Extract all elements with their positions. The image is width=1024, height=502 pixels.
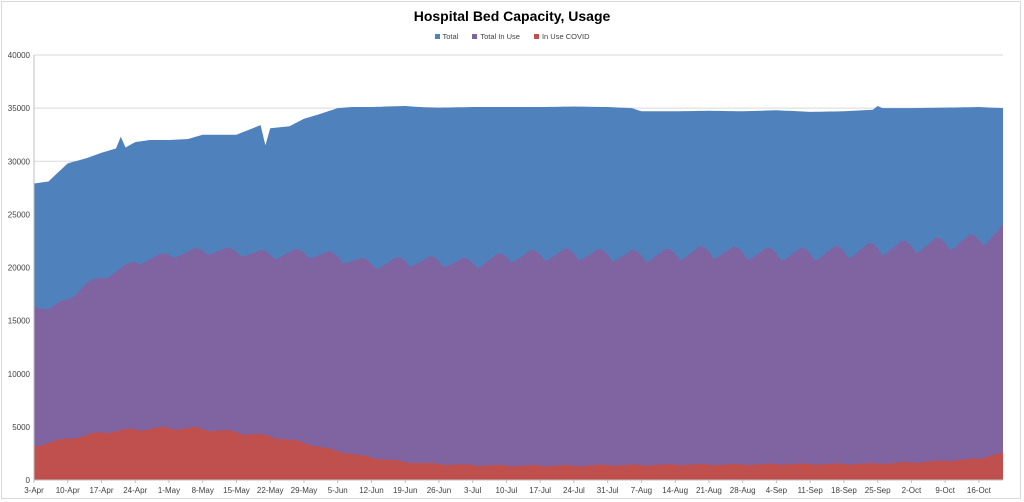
x-tick-label: 19-Jun — [393, 486, 417, 495]
x-tick-label: 5-Jun — [328, 486, 348, 495]
x-tick-label: 17-Apr — [89, 486, 113, 495]
x-tick-label: 14-Aug — [662, 486, 688, 495]
x-tick-label: 29-May — [291, 486, 318, 495]
chart-title: Hospital Bed Capacity, Usage — [413, 8, 611, 24]
legend-swatch-total-in-use — [472, 34, 478, 39]
x-tick-label: 8-May — [192, 486, 214, 495]
x-tick-label: 11-Sep — [798, 486, 824, 495]
y-tick-label: 30000 — [8, 157, 31, 166]
x-tick-label: 4-Sep — [766, 486, 788, 495]
x-tick-label: 21-Aug — [696, 486, 722, 495]
y-tick-label: 25000 — [8, 210, 31, 219]
x-tick-label: 1-May — [158, 486, 180, 495]
area-series-in-use-covid — [34, 426, 1003, 480]
x-tick-label: 22-May — [257, 486, 284, 495]
x-tick-label: 3-Apr — [24, 486, 44, 495]
legend-item-total-in-use: Total In Use — [472, 32, 520, 41]
x-tick-label: 3-Jul — [464, 486, 482, 495]
x-tick-label: 9-Oct — [935, 486, 955, 495]
y-tick-label: 10000 — [8, 370, 31, 379]
x-tick-label: 10-Jul — [496, 486, 518, 495]
legend-label-in-use-covid: In Use COVID — [541, 32, 590, 41]
x-tick-label: 24-Jul — [563, 486, 585, 495]
y-tick-label: 20000 — [8, 264, 31, 273]
legend-label-total: Total — [442, 32, 459, 41]
y-tick-label: 0 — [26, 476, 31, 485]
x-tick-label: 25-Sep — [865, 486, 891, 495]
x-tick-label: 24-Apr — [123, 486, 147, 495]
x-tick-label: 15-May — [223, 486, 250, 495]
x-tick-label: 18-Sep — [831, 486, 857, 495]
x-tick-label: 26-Jun — [427, 486, 451, 495]
x-tick-label: 2-Oct — [902, 486, 922, 495]
y-tick-label: 15000 — [8, 317, 31, 326]
legend-label-total-in-use: Total In Use — [480, 32, 520, 41]
x-tick-label: 12-Jun — [359, 486, 383, 495]
legend-item-total: Total — [434, 32, 459, 41]
chart-legend: Total Total In Use In Use COVID — [0, 32, 1024, 41]
legend-item-in-use-covid: In Use COVID — [533, 32, 590, 41]
y-tick-label: 40000 — [8, 51, 31, 60]
area-series-total-in-use — [34, 223, 1003, 480]
x-tick-label: 16-Oct — [967, 486, 992, 495]
x-tick-label: 17-Jul — [529, 486, 551, 495]
x-tick-label: 31-Jul — [597, 486, 619, 495]
legend-swatch-total — [434, 34, 440, 39]
y-tick-label: 35000 — [8, 104, 31, 113]
x-tick-label: 10-Apr — [56, 486, 80, 495]
x-tick-label: 28-Aug — [730, 486, 756, 495]
x-tick-label: 7-Aug — [631, 486, 652, 495]
legend-swatch-in-use-covid — [533, 34, 539, 39]
y-tick-label: 5000 — [12, 423, 30, 432]
